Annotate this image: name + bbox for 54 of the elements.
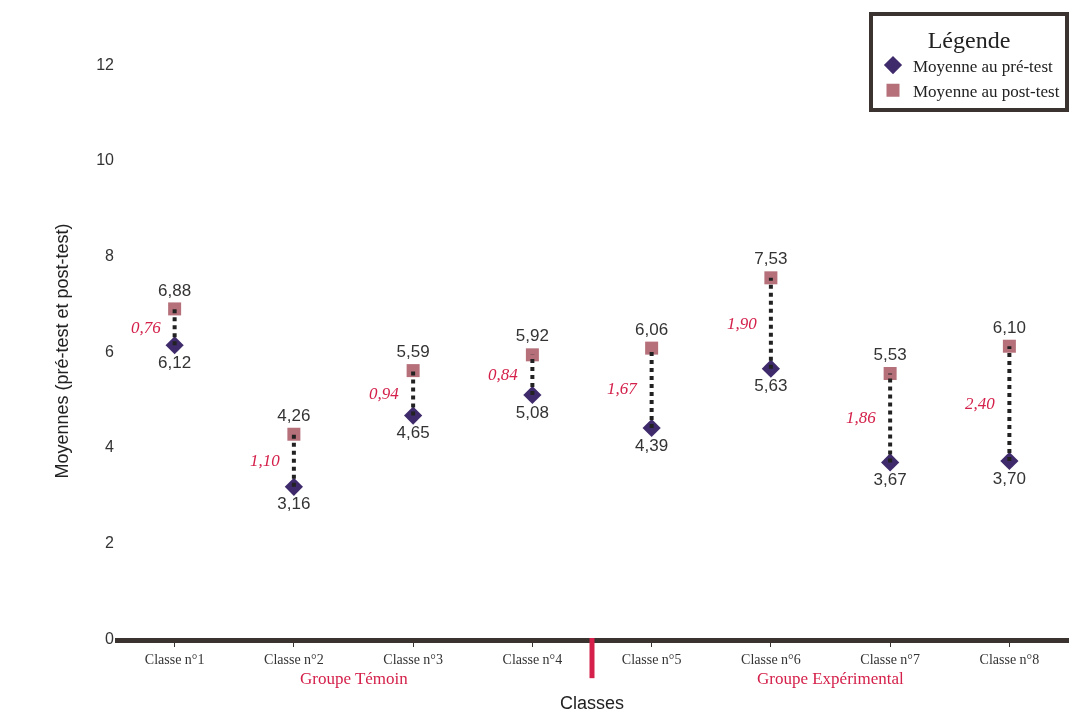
- legend-label: Moyenne au post-test: [913, 81, 1060, 101]
- point: [287, 427, 301, 441]
- x-tick-label: Classe n°6: [741, 651, 801, 667]
- annotation: 1,10: [250, 451, 281, 470]
- x-axis-title: Classes: [559, 692, 625, 713]
- x-tick-label: Classe n°4: [502, 651, 563, 667]
- annotation: 0,84: [488, 365, 519, 384]
- point: [168, 302, 182, 316]
- data-label: 4,26: [277, 405, 311, 425]
- x-tick-label: Classe n°3: [383, 651, 443, 667]
- point: [645, 341, 659, 355]
- data-label: 6,12: [158, 352, 192, 372]
- point: [883, 366, 897, 380]
- data-label: 7,53: [754, 249, 788, 269]
- x-tick-label: Classe n°1: [144, 651, 205, 667]
- y-tick-label: 0: [105, 629, 115, 647]
- data-label: 6,88: [158, 280, 192, 300]
- annotation: 0,76: [131, 318, 162, 337]
- legend-label: Moyenne au pré-test: [913, 56, 1053, 76]
- annotation: 0,94: [369, 384, 400, 403]
- data-label: 5,08: [515, 402, 549, 422]
- y-tick-label: 12: [96, 55, 115, 73]
- x-tick-label: Classe n°7: [860, 651, 920, 667]
- legend-title: Légende: [927, 26, 1011, 53]
- annotation: 1,90: [727, 314, 758, 333]
- y-tick-label: 2: [105, 533, 115, 551]
- point: [1002, 339, 1016, 353]
- annotation: 2,40: [965, 394, 996, 413]
- data-label: 6,06: [635, 319, 669, 339]
- text: Groupe Témoin: [300, 669, 409, 688]
- data-label: 3,67: [873, 469, 907, 489]
- annotation: 1,67: [607, 379, 639, 398]
- x-tick-label: Classe n°5: [621, 651, 682, 667]
- data-label: 5,92: [515, 326, 549, 346]
- text: Groupe Expérimental: [757, 669, 905, 688]
- annotation: 1,86: [846, 408, 877, 427]
- point: [764, 271, 778, 285]
- data-label: 6,10: [992, 317, 1026, 337]
- y-tick-label: 8: [105, 246, 115, 264]
- data-label: 4,65: [396, 423, 430, 443]
- data-label: 3,70: [992, 468, 1026, 488]
- data-label: 4,39: [635, 435, 669, 455]
- point: [406, 364, 420, 378]
- data-label: 3,16: [277, 494, 311, 514]
- y-tick-label: 4: [105, 438, 115, 456]
- point: [525, 348, 539, 362]
- y-axis-title: Moyennes (pré-test et post-test): [52, 223, 73, 479]
- data-label: 5,59: [396, 342, 430, 362]
- y-tick-label: 6: [105, 342, 115, 360]
- x-tick-label: Classe n°8: [979, 651, 1040, 667]
- data-label: 5,53: [873, 345, 907, 365]
- data-label: 5,63: [754, 376, 788, 396]
- y-tick-label: 10: [96, 151, 115, 169]
- x-tick-label: Classe n°2: [264, 651, 324, 667]
